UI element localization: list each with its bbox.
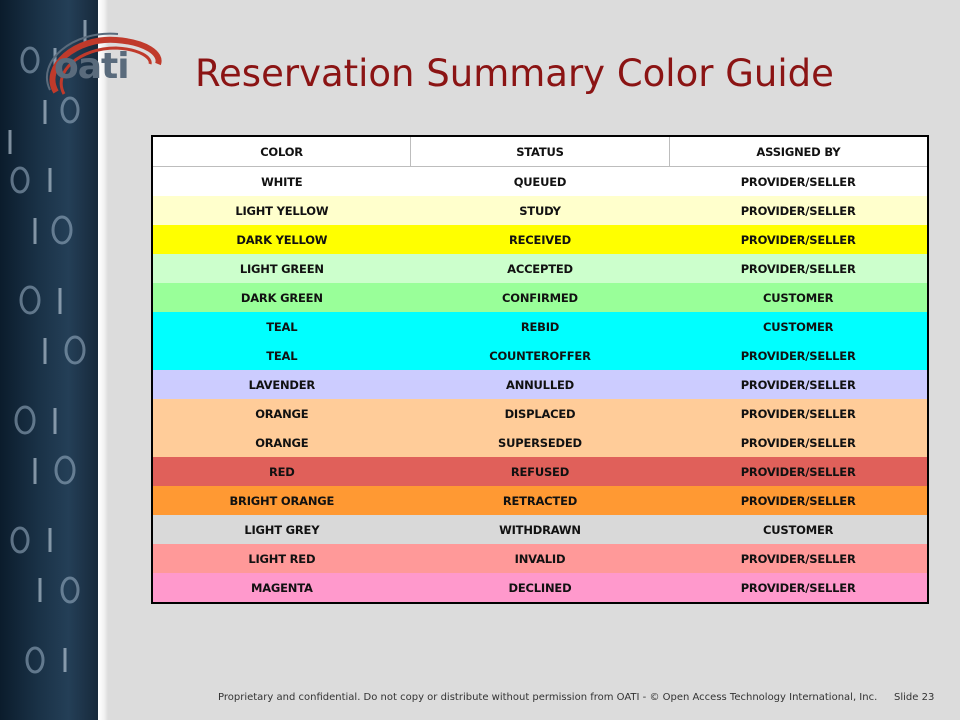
cell-assigned-by: PROVIDER/SELLER — [740, 203, 856, 218]
cell-status: CONFIRMED — [502, 290, 578, 305]
cell-assigned-by: PROVIDER/SELLER — [740, 377, 856, 392]
cell-assigned-by: PROVIDER/SELLER — [740, 406, 856, 421]
cell-status: RECEIVED — [508, 232, 571, 247]
cell-color: LIGHT GREY — [244, 522, 320, 537]
cell-status: QUEUED — [513, 174, 567, 189]
cell-color: ORANGE — [255, 435, 309, 450]
cell-color: LIGHT RED — [248, 551, 316, 566]
cell-status: REBID — [520, 319, 560, 334]
cell-assigned-by: PROVIDER/SELLER — [740, 174, 856, 189]
table-row: LIGHT YELLOW STUDY PROVIDER/SELLER — [152, 196, 928, 225]
table-row: LIGHT RED INVALID PROVIDER/SELLER — [152, 544, 928, 573]
cell-color: ORANGE — [255, 406, 309, 421]
binary-pattern-graphic — [8, 20, 87, 674]
cell-status: RETRACTED — [502, 493, 578, 508]
cell-color: RED — [268, 464, 295, 479]
cell-assigned-by: PROVIDER/SELLER — [740, 232, 856, 247]
table-row: TEAL REBID CUSTOMER — [152, 312, 928, 341]
table-row: BRIGHT ORANGE RETRACTED PROVIDER/SELLER — [152, 486, 928, 515]
cell-assigned-by: PROVIDER/SELLER — [740, 580, 856, 595]
cell-status: WITHDRAWN — [499, 522, 581, 537]
cell-assigned-by: PROVIDER/SELLER — [740, 551, 856, 566]
cell-color: LAVENDER — [248, 377, 316, 392]
table-header-row: COLOR STATUS ASSIGNED BY — [152, 136, 928, 167]
cell-color: TEAL — [266, 348, 298, 363]
cell-status: STUDY — [519, 203, 561, 218]
cell-status: REFUSED — [510, 464, 570, 479]
table-row: LIGHT GREY WITHDRAWN CUSTOMER — [152, 515, 928, 544]
cell-status: SUPERSEDED — [498, 435, 582, 450]
cell-assigned-by: PROVIDER/SELLER — [740, 348, 856, 363]
strip-edge-highlight — [98, 0, 108, 720]
cell-color: MAGENTA — [250, 580, 313, 595]
cell-status: COUNTEROFFER — [489, 348, 591, 363]
logo-text: oati — [54, 46, 130, 87]
slide-title: Reservation Summary Color Guide — [195, 52, 834, 95]
cell-color: LIGHT GREEN — [239, 261, 324, 276]
footer-confidentiality-notice: Proprietary and confidential. Do not cop… — [218, 692, 878, 703]
table-row: LAVENDER ANNULLED PROVIDER/SELLER — [152, 370, 928, 399]
cell-color: DARK GREEN — [240, 290, 323, 305]
cell-status: ACCEPTED — [507, 261, 573, 276]
cell-assigned-by: CUSTOMER — [763, 290, 834, 305]
cell-color: TEAL — [266, 319, 298, 334]
cell-assigned-by: PROVIDER/SELLER — [740, 261, 856, 276]
table-row: WHITE QUEUED PROVIDER/SELLER — [152, 166, 928, 196]
cell-status: DISPLACED — [504, 406, 576, 421]
cell-assigned-by: CUSTOMER — [763, 522, 834, 537]
cell-color: LIGHT YELLOW — [235, 203, 329, 218]
cell-color: DARK YELLOW — [236, 232, 328, 247]
slide-number: Slide 23 — [894, 692, 935, 703]
cell-status: ANNULLED — [506, 377, 574, 392]
cell-assigned-by: PROVIDER/SELLER — [740, 493, 856, 508]
table-row: LIGHT GREEN ACCEPTED PROVIDER/SELLER — [152, 254, 928, 283]
header-status: STATUS — [410, 136, 670, 167]
table-row: MAGENTA DECLINED PROVIDER/SELLER — [152, 573, 928, 603]
header-assigned-by: ASSIGNED BY — [669, 136, 928, 167]
cell-assigned-by: PROVIDER/SELLER — [740, 435, 856, 450]
header-color: COLOR — [152, 136, 412, 167]
oati-logo: oati — [36, 32, 166, 114]
binary-code-decoration — [0, 0, 98, 720]
table-row: ORANGE SUPERSEDED PROVIDER/SELLER — [152, 428, 928, 457]
table-row: TEAL COUNTEROFFER PROVIDER/SELLER — [152, 341, 928, 370]
table-row: DARK GREEN CONFIRMED CUSTOMER — [152, 283, 928, 312]
cell-status: INVALID — [514, 551, 566, 566]
cell-assigned-by: CUSTOMER — [763, 319, 834, 334]
color-guide-table: COLOR STATUS ASSIGNED BY WHITE QUEUED PROV… — [151, 135, 929, 604]
logo-arc-icon — [45, 32, 162, 95]
cell-assigned-by: PROVIDER/SELLER — [740, 464, 856, 479]
cell-status: DECLINED — [508, 580, 572, 595]
table-body: WHITE QUEUED PROVIDER/SELLER LIGHT YELLOW ST… — [152, 166, 928, 603]
table-row: RED REFUSED PROVIDER/SELLER — [152, 457, 928, 486]
cell-color: BRIGHT ORANGE — [229, 493, 335, 508]
table-row: DARK YELLOW RECEIVED PROVIDER/SELLER — [152, 225, 928, 254]
table-row: ORANGE DISPLACED PROVIDER/SELLER — [152, 399, 928, 428]
cell-color: WHITE — [261, 174, 303, 189]
